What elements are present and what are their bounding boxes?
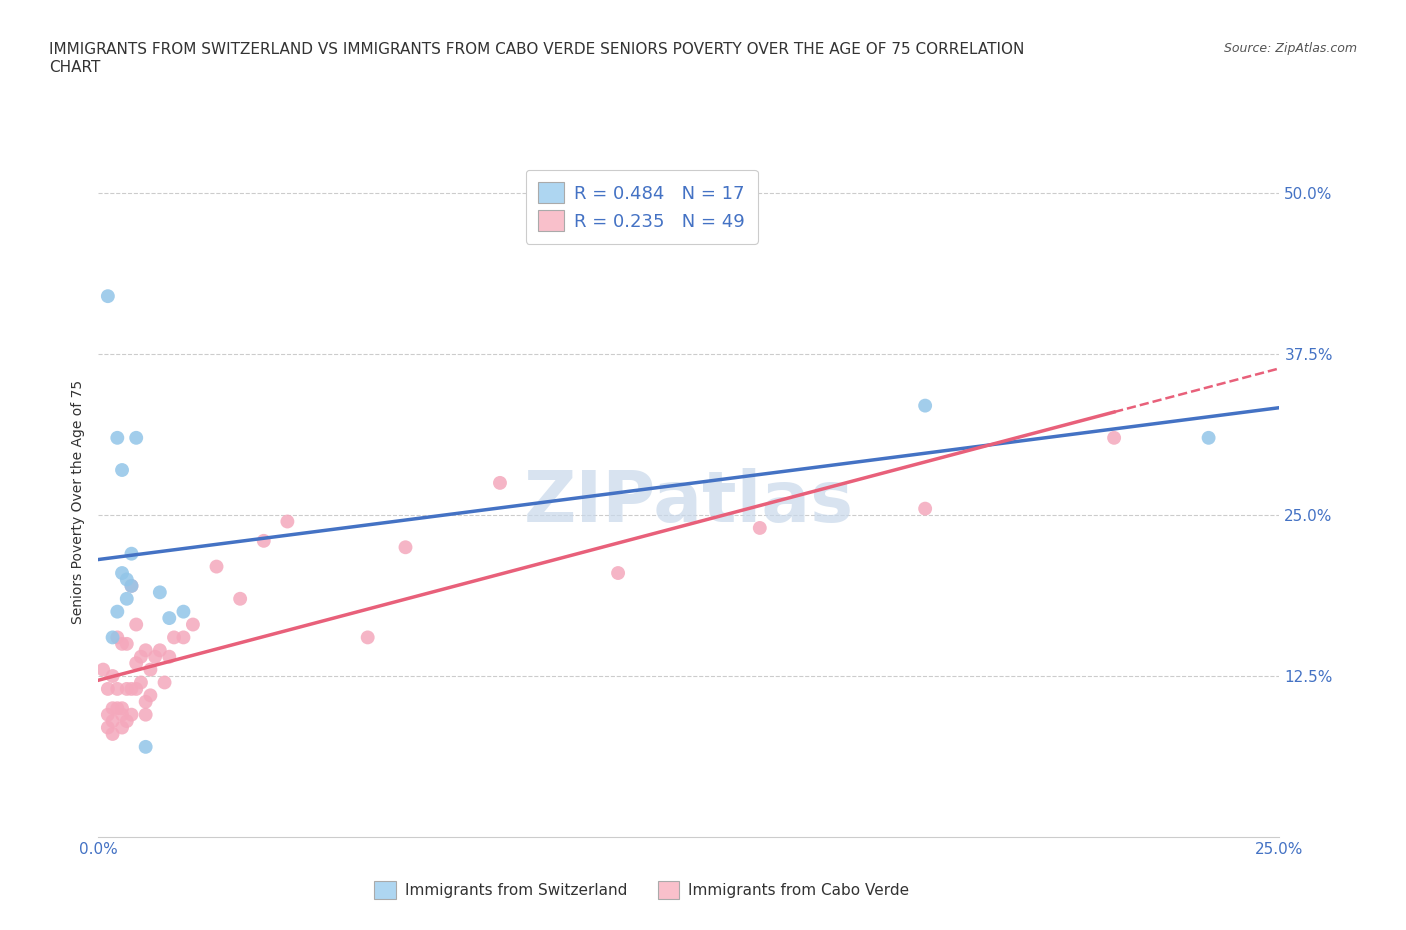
Point (115, 713, 138, 728)
Point (125, 682, 148, 697)
Point (1198, 431, 1220, 445)
Point (149, 643, 172, 658)
Point (135, 707, 157, 722)
Point (125, 431, 148, 445)
Point (157, 611, 180, 626)
Point (105, 431, 128, 445)
Point (276, 514, 298, 529)
Point (105, 630, 128, 644)
Point (97, 707, 120, 722)
Point (394, 539, 416, 554)
Point (125, 656, 148, 671)
Point (121, 682, 143, 697)
Point (101, 630, 124, 644)
Text: IMMIGRANTS FROM SWITZERLAND VS IMMIGRANTS FROM CABO VERDE SENIORS POVERTY OVER T: IMMIGRANTS FROM SWITZERLAND VS IMMIGRANT… (49, 42, 1025, 57)
Point (115, 591, 138, 606)
Point (229, 591, 252, 606)
Text: ZIPatlas: ZIPatlas (524, 468, 853, 537)
Point (135, 643, 157, 658)
Legend: Immigrants from Switzerland, Immigrants from Cabo Verde: Immigrants from Switzerland, Immigrants … (363, 870, 920, 910)
Point (748, 521, 770, 536)
Point (111, 707, 134, 722)
Point (97, 288, 120, 303)
Point (97, 682, 120, 697)
Point (1102, 431, 1125, 445)
Point (153, 675, 176, 690)
Point (139, 688, 162, 703)
Point (135, 695, 157, 710)
Point (111, 720, 134, 735)
Point (101, 701, 124, 716)
Point (91, 662, 114, 677)
Point (121, 707, 143, 722)
Point (105, 682, 128, 697)
Point (115, 682, 138, 697)
Point (129, 675, 152, 690)
Point (181, 618, 204, 632)
Point (101, 669, 124, 684)
Point (101, 726, 124, 741)
Point (115, 636, 138, 651)
Point (135, 739, 157, 754)
Point (97, 720, 120, 735)
Point (607, 565, 630, 580)
Y-axis label: Seniors Poverty Over the Age of 75: Seniors Poverty Over the Age of 75 (72, 380, 86, 624)
Text: Source: ZipAtlas.com: Source: ZipAtlas.com (1223, 42, 1357, 55)
Point (101, 713, 124, 728)
Point (357, 630, 380, 644)
Point (111, 701, 134, 716)
Point (121, 546, 143, 561)
Point (115, 572, 138, 587)
Point (143, 649, 166, 664)
Point (129, 649, 152, 664)
Point (125, 618, 148, 632)
Point (111, 462, 134, 477)
Point (172, 630, 194, 644)
Point (121, 578, 143, 593)
Point (111, 636, 134, 651)
Point (914, 501, 936, 516)
Point (157, 649, 180, 664)
Point (914, 398, 936, 413)
Point (163, 630, 186, 644)
Text: CHART: CHART (49, 60, 101, 75)
Point (105, 604, 128, 619)
Point (489, 475, 512, 490)
Point (139, 662, 162, 677)
Point (172, 604, 194, 619)
Point (205, 559, 228, 574)
Point (111, 565, 134, 580)
Point (121, 578, 143, 593)
Point (149, 585, 172, 600)
Point (105, 701, 128, 716)
Point (253, 534, 276, 549)
